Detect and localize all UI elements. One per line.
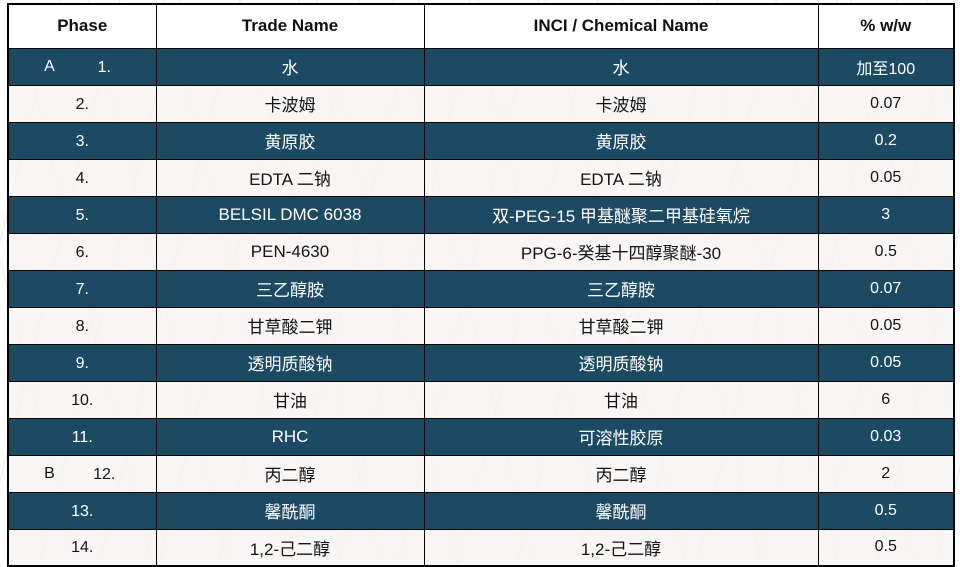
table-row: 7. 三乙醇胺 三乙醇胺 0.07 [7, 269, 955, 308]
phase-cell: 10. [7, 380, 157, 419]
trade-name-cell: 甘油 [155, 380, 425, 419]
table-row: 2. 卡波姆 卡波姆 0.07 [7, 84, 955, 123]
percent-cell: 6 [817, 380, 955, 419]
inci-name-cell: PPG-6-癸基十四醇聚醚-30 [423, 232, 819, 271]
percent-cell: 0.03 [817, 417, 955, 456]
column-header-percent-ww: % w/w [817, 3, 955, 49]
table-row: B 12. 丙二醇 丙二醇 2 [7, 454, 955, 493]
table-row: 8. 甘草酸二钾 甘草酸二钾 0.05 [7, 306, 955, 345]
phase-cell: B 12. [7, 454, 157, 493]
percent-cell: 0.5 [817, 528, 955, 567]
phase-cell: 13. [7, 491, 157, 530]
column-header-inci-chemical-name: INCI / Chemical Name [423, 3, 819, 49]
trade-name-cell: 甘草酸二钾 [155, 306, 425, 345]
inci-name-cell: 双-PEG-15 甲基醚聚二甲基硅氧烷 [423, 195, 819, 234]
row-number: 12. [93, 465, 116, 483]
trade-name-cell: 黄原胶 [155, 121, 425, 160]
row-number: 7. [75, 280, 89, 298]
trade-name-cell: RHC [155, 417, 425, 456]
phase-cell: 7. [7, 269, 157, 308]
inci-name-cell: 1,2-己二醇 [423, 528, 819, 567]
trade-name-cell: 卡波姆 [155, 84, 425, 123]
phase-cell: 4. [7, 158, 157, 197]
phase-cell: 9. [7, 343, 157, 382]
row-number: 8. [75, 317, 89, 335]
trade-name-cell: PEN-4630 [155, 232, 425, 271]
header-row: Phase Trade Name INCI / Chemical Name % … [7, 3, 955, 49]
inci-name-cell: 三乙醇胺 [423, 269, 819, 308]
table-row: 10. 甘油 甘油 6 [7, 380, 955, 419]
percent-cell: 0.05 [817, 343, 955, 382]
table-row: 3. 黄原胶 黄原胶 0.2 [7, 121, 955, 160]
trade-name-cell: 透明质酸钠 [155, 343, 425, 382]
table-row: 9. 透明质酸钠 透明质酸钠 0.05 [7, 343, 955, 382]
trade-name-cell: 丙二醇 [155, 454, 425, 493]
percent-cell: 3 [817, 195, 955, 234]
inci-name-cell: 馨酰酮 [423, 491, 819, 530]
phase-cell: 14. [7, 528, 157, 567]
phase-cell: 5. [7, 195, 157, 234]
inci-name-cell: 甘油 [423, 380, 819, 419]
trade-name-cell: 三乙醇胺 [155, 269, 425, 308]
table-row: A 1. 水 水 加至100 [7, 47, 955, 86]
inci-name-cell: 可溶性胶原 [423, 417, 819, 456]
percent-cell: 0.5 [817, 491, 955, 530]
phase-cell: 11. [7, 417, 157, 456]
table-row: 13. 馨酰酮 馨酰酮 0.5 [7, 491, 955, 530]
inci-name-cell: 透明质酸钠 [423, 343, 819, 382]
row-number: 1. [97, 58, 111, 76]
inci-name-cell: 甘草酸二钾 [423, 306, 819, 345]
inci-name-cell: 水 [423, 47, 819, 86]
phase-cell: A 1. [7, 47, 157, 86]
inci-name-cell: 黄原胶 [423, 121, 819, 160]
table-body: A 1. 水 水 加至100 2. 卡波姆 卡波姆 0.07 3. 黄原胶 黄原胶… [7, 47, 955, 567]
inci-name-cell: 丙二醇 [423, 454, 819, 493]
trade-name-cell: 1,2-己二醇 [155, 528, 425, 567]
percent-cell: 2 [817, 454, 955, 493]
table-row: 4. EDTA 二钠 EDTA 二钠 0.05 [7, 158, 955, 197]
row-number: 11. [71, 428, 93, 446]
table-row: 11. RHC 可溶性胶原 0.03 [7, 417, 955, 456]
row-number: 14. [71, 539, 94, 557]
inci-name-cell: EDTA 二钠 [423, 158, 819, 197]
formulation-table: Phase Trade Name INCI / Chemical Name % … [7, 3, 955, 567]
percent-cell: 0.2 [817, 121, 955, 160]
table-row: 6. PEN-4630 PPG-6-癸基十四醇聚醚-30 0.5 [7, 232, 955, 271]
row-number: 9. [75, 354, 89, 372]
row-number: 10. [71, 391, 94, 409]
column-header-phase: Phase [7, 3, 157, 49]
row-number: 13. [71, 502, 94, 520]
column-header-trade-name: Trade Name [155, 3, 425, 49]
row-number: 5. [75, 206, 89, 224]
row-number: 6. [75, 243, 89, 261]
table-header: Phase Trade Name INCI / Chemical Name % … [7, 3, 955, 49]
row-number: 4. [75, 169, 89, 187]
trade-name-cell: EDTA 二钠 [155, 158, 425, 197]
phase-cell: 3. [7, 121, 157, 160]
row-number: 3. [75, 132, 89, 150]
phase-letter: A [44, 57, 55, 75]
phase-letter: B [44, 464, 55, 482]
percent-cell: 0.07 [817, 84, 955, 123]
percent-cell: 加至100 [817, 47, 955, 86]
phase-cell: 8. [7, 306, 157, 345]
trade-name-cell: 馨酰酮 [155, 491, 425, 530]
percent-cell: 0.05 [817, 306, 955, 345]
row-number: 2. [75, 95, 89, 113]
percent-cell: 0.07 [817, 269, 955, 308]
phase-cell: 2. [7, 84, 157, 123]
percent-cell: 0.05 [817, 158, 955, 197]
percent-cell: 0.5 [817, 232, 955, 271]
phase-cell: 6. [7, 232, 157, 271]
trade-name-cell: BELSIL DMC 6038 [155, 195, 425, 234]
inci-name-cell: 卡波姆 [423, 84, 819, 123]
trade-name-cell: 水 [155, 47, 425, 86]
table-row: 14. 1,2-己二醇 1,2-己二醇 0.5 [7, 528, 955, 567]
table-row: 5. BELSIL DMC 6038 双-PEG-15 甲基醚聚二甲基硅氧烷 3 [7, 195, 955, 234]
